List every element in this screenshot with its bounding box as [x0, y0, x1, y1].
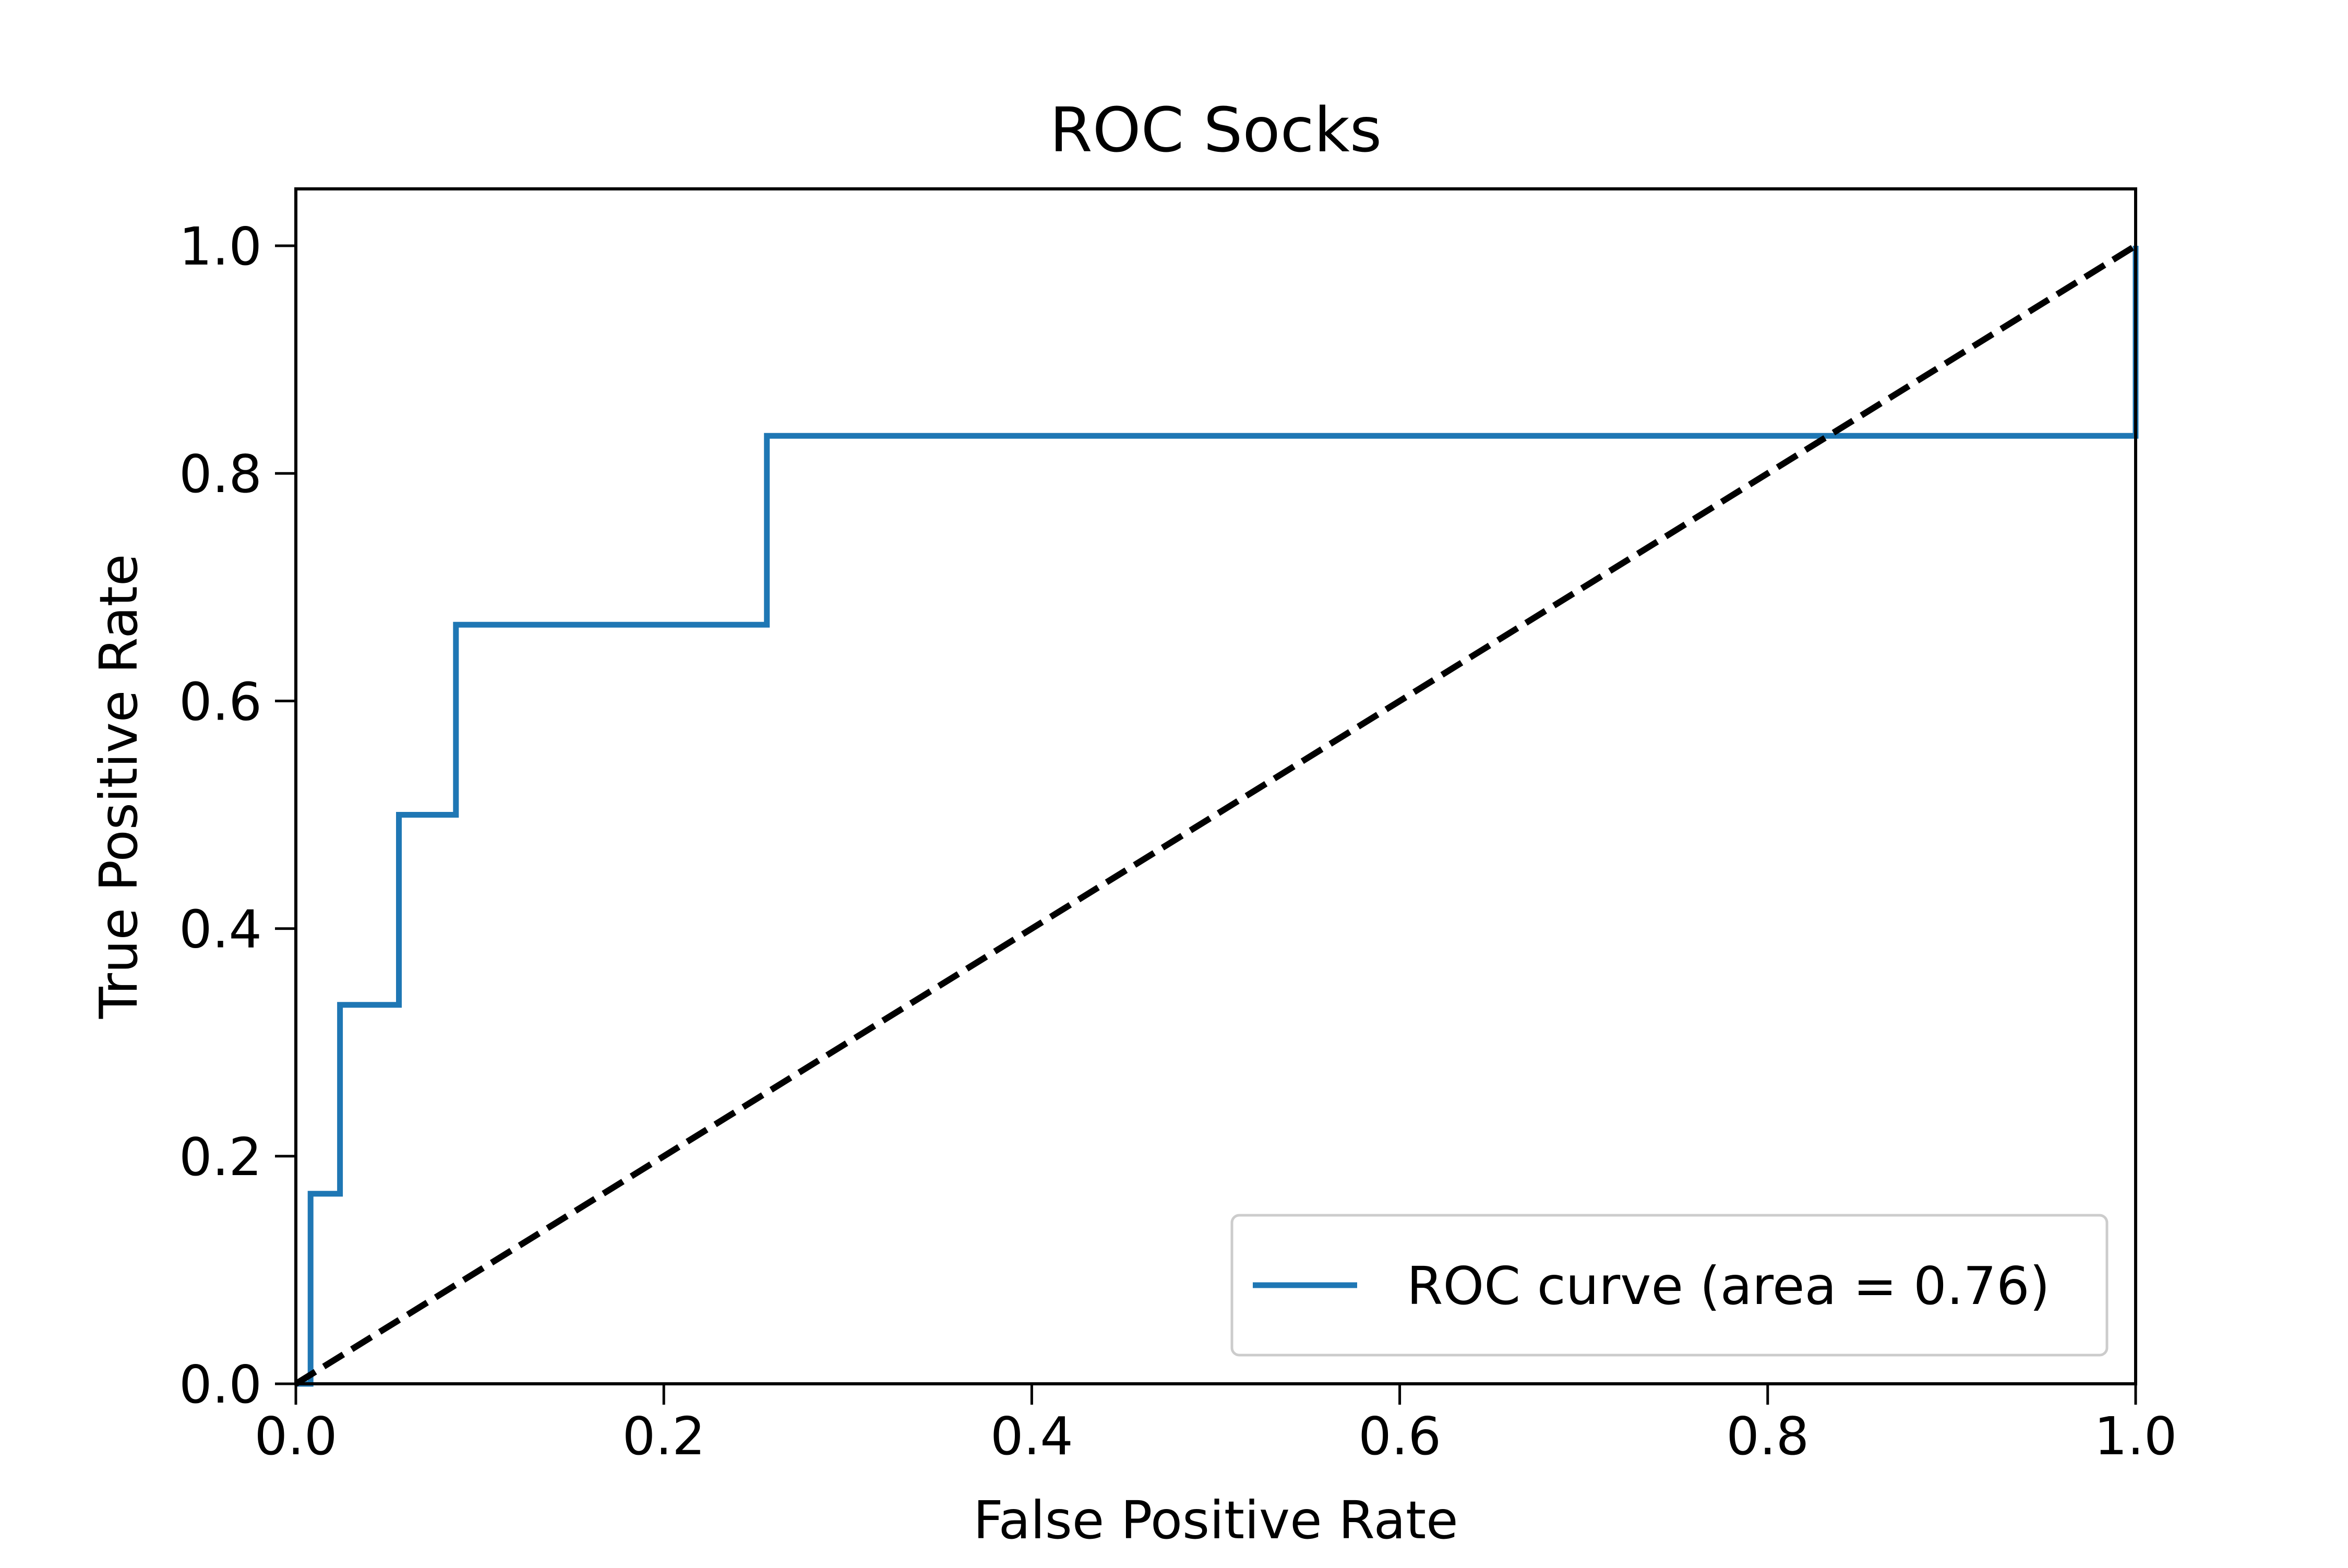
y-tick-label: 0.6 — [179, 671, 262, 732]
x-tick-label: 0.6 — [1358, 1406, 1441, 1467]
x-tick-label: 0.8 — [1726, 1406, 1809, 1467]
series-group — [294, 243, 2139, 1387]
x-tick-label: 1.0 — [2094, 1406, 2177, 1467]
chart-title: ROC Socks — [1050, 94, 1382, 166]
y-tick-label: 1.0 — [179, 216, 262, 277]
legend-label: ROC curve (area = 0.76) — [1407, 1255, 2050, 1316]
x-tick-label: 0.4 — [990, 1406, 1073, 1467]
axes-frame — [294, 187, 2137, 1385]
x-tick-label: 0.2 — [622, 1406, 705, 1467]
x-tick-label: 0.0 — [254, 1406, 337, 1467]
legend-box — [1230, 1214, 2109, 1357]
x-axis-label: False Positive Rate — [973, 1490, 1458, 1551]
roc-curve-line — [296, 246, 2139, 1387]
y-tick-label: 0.0 — [179, 1354, 262, 1415]
legend: ROC curve (area = 0.76) — [1230, 1214, 2109, 1357]
y-tick-label: 0.8 — [179, 444, 262, 505]
y-axis-label: True Positive Rate — [88, 554, 149, 1020]
y-tick-label: 0.4 — [179, 899, 262, 960]
y-tick-label: 0.2 — [179, 1127, 262, 1188]
plot-area: 0.0 0.2 0.4 0.6 0.8 1.0 0.0 0.2 0.4 0.6 0.8 1.0 ROC … — [179, 187, 2177, 1467]
